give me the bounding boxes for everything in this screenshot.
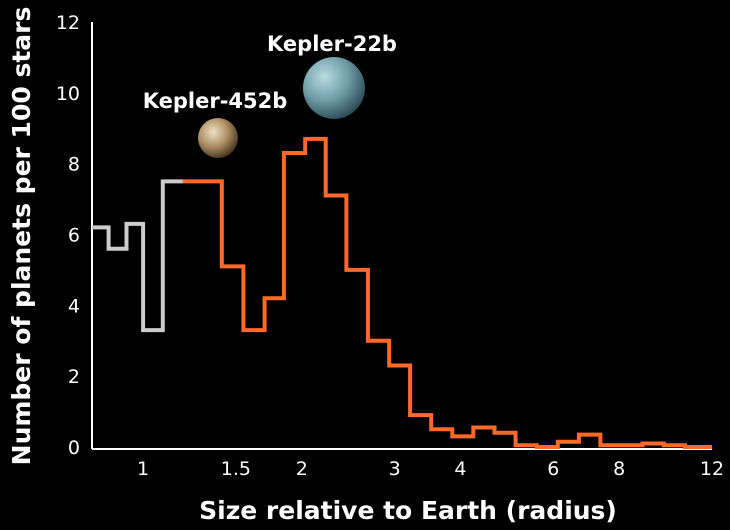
histogram-bin: [600, 445, 621, 447]
series-step-line: [92, 179, 183, 333]
histogram-bin: [621, 445, 642, 447]
gray-step-series: [92, 179, 183, 447]
histogram-bin: [284, 153, 305, 447]
x-tick-label: 12: [700, 458, 724, 480]
series-layer: [92, 136, 712, 449]
histogram-bin: [389, 366, 410, 448]
histogram-bin: [109, 249, 127, 447]
annotation-kepler-22b-label: Kepler-22b: [267, 32, 397, 56]
x-tick-labels: 1 1.5 2 3 4 6 8 12: [137, 458, 724, 480]
histogram-bin: [163, 181, 183, 447]
histogram-bin: [431, 429, 452, 447]
series-step-line: [182, 136, 712, 449]
histogram-bin: [143, 330, 163, 447]
kepler-22b-planet-image: [303, 57, 365, 119]
histogram-bin: [346, 270, 368, 447]
y-tick-label: 8: [68, 154, 80, 176]
x-tick-label: 1.5: [221, 458, 251, 480]
x-tick-label: 1: [137, 458, 149, 480]
histogram-bin: [664, 445, 685, 447]
histogram-bin: [558, 442, 579, 447]
y-tick-label: 12: [56, 12, 80, 34]
x-axis-title: Size relative to Earth (radius): [199, 496, 617, 525]
histogram-bin: [643, 444, 664, 448]
x-tick-label: 3: [389, 458, 401, 480]
histogram-bin: [473, 428, 494, 448]
y-tick-labels: 0 2 4 6 8 10 12: [56, 12, 80, 459]
y-tick-label: 0: [68, 437, 80, 459]
histogram-bin: [305, 139, 326, 447]
y-tick-label: 4: [68, 295, 80, 317]
x-tick-label: 2: [296, 458, 308, 480]
histogram-bin: [92, 227, 109, 447]
y-tick-label: 10: [56, 83, 80, 105]
orange-step-series: [182, 136, 712, 449]
histogram-bin: [265, 298, 284, 447]
histogram-bin: [243, 330, 264, 447]
histogram-bin: [516, 445, 537, 447]
histogram-bin: [495, 433, 516, 447]
y-axis-title: Number of planets per 100 stars: [7, 7, 36, 466]
kepler-452b-planet-image: [198, 118, 238, 158]
histogram-bin: [410, 415, 431, 447]
histogram-bin: [326, 196, 347, 448]
annotation-kepler-452b-label: Kepler-452b: [143, 89, 288, 113]
histogram-bin: [183, 181, 222, 447]
x-tick-label: 6: [547, 458, 559, 480]
x-tick-label: 8: [613, 458, 625, 480]
histogram-bin: [368, 341, 389, 447]
histogram-bin: [127, 224, 144, 447]
x-tick-label: 4: [454, 458, 466, 480]
histogram-bin: [579, 435, 601, 447]
y-tick-label: 6: [68, 225, 80, 247]
y-tick-label: 2: [68, 366, 80, 388]
histogram-bin: [452, 436, 473, 447]
histogram-bin: [222, 266, 244, 447]
